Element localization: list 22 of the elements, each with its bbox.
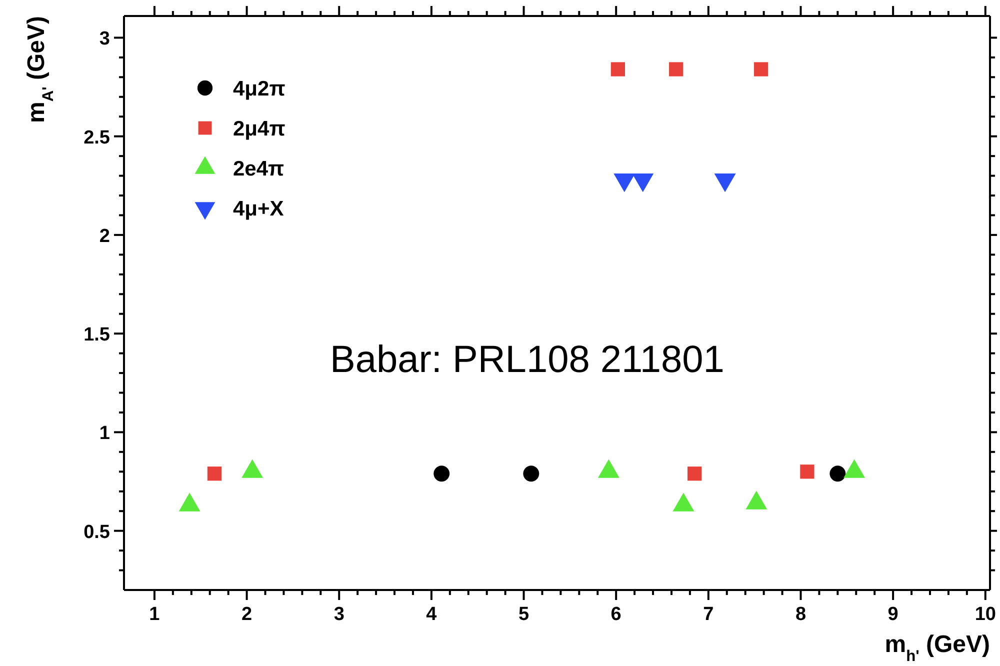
y-tick-label: 2.5 [84,127,110,148]
legend-label: 4μ+X [233,197,284,220]
y-tick-label: 1.5 [84,324,110,346]
x-axis-title: m$_{h'}$ (GeV) [884,631,990,664]
x-tick-label: 2 [242,604,252,625]
x-tick-label: 7 [703,604,714,625]
x-tick-label: 3 [334,604,344,625]
x-tick-label: 8 [795,604,806,625]
x-tick-label: 4 [426,604,438,625]
y-tick-label: 2 [99,226,110,247]
x-tick-label: 9 [888,604,898,625]
x-tick-label: 1 [149,604,160,625]
legend-label: 2e4π [233,157,284,180]
y-tick-label: 3 [99,28,110,50]
y-tick-label: 1 [99,423,110,444]
annotation: Babar: PRL108 211801 [330,339,724,381]
x-tick-label: 6 [610,604,622,625]
x-tick-label: 5 [518,604,530,625]
y-tick-label: 0.5 [84,522,110,543]
x-tick-label: 10 [974,604,996,625]
legend-label: 2μ4π [233,117,286,140]
legend-label: 4μ2π [233,77,286,100]
